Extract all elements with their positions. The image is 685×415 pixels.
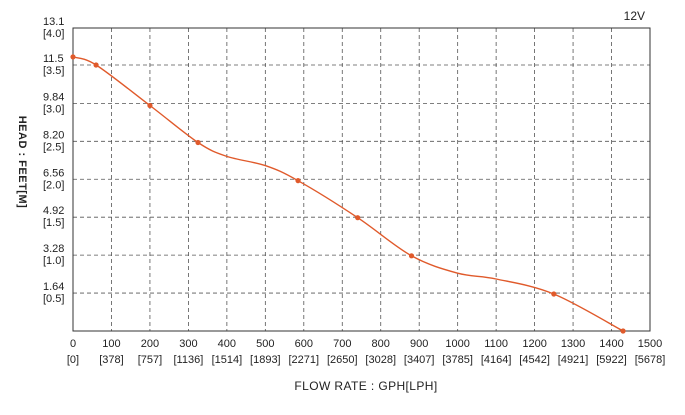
y-tick-sublabel: [2.5] xyxy=(43,141,64,153)
x-tick-label: 1200 xyxy=(522,338,546,350)
x-tick-sublabel: [757] xyxy=(138,354,162,366)
y-tick-label: 11.5 xyxy=(43,53,64,65)
x-tick-label: 1400 xyxy=(599,338,623,350)
x-tick-sublabel: [5678] xyxy=(635,354,666,366)
x-tick-sublabel: [3785] xyxy=(442,354,473,366)
data-point xyxy=(620,328,626,334)
y-tick-sublabel: [2.0] xyxy=(43,179,64,191)
data-point xyxy=(93,62,99,68)
plot-frame xyxy=(72,27,651,332)
x-tick-sublabel: [3407] xyxy=(404,354,435,366)
x-tick-label: 100 xyxy=(102,338,120,350)
x-tick-label: 400 xyxy=(218,338,236,350)
x-tick-sublabel: [3028] xyxy=(365,354,396,366)
y-tick-label: 9.84 xyxy=(43,91,64,103)
y-tick-label: 13.1 xyxy=(43,16,64,28)
y-axis-label: HEAD : FEET[M] xyxy=(16,116,28,209)
data-point xyxy=(70,54,76,60)
x-tick-label: 0 xyxy=(70,338,76,350)
x-tick-sublabel: [1136] xyxy=(174,354,204,366)
x-tick-label: 600 xyxy=(295,338,313,350)
x-tick-label: 900 xyxy=(410,338,428,350)
series-line xyxy=(72,56,624,332)
y-tick-sublabel: [4.0] xyxy=(43,28,64,40)
y-tick-sublabel: [1.0] xyxy=(43,255,64,267)
y-tick-sublabel: [3.0] xyxy=(43,103,64,115)
data-point xyxy=(355,215,361,221)
x-axis-ticks: 0 [0] 100 [378] 200 [757] 300 [1136] 400 [1514] 50… xyxy=(67,338,665,366)
variant-label: 12V xyxy=(624,9,645,23)
data-point xyxy=(551,291,557,297)
x-tick-label: 1100 xyxy=(484,338,508,350)
y-tick-sublabel: [0.5] xyxy=(43,293,64,305)
y-tick-sublabel: [3.5] xyxy=(43,65,64,77)
x-tick-sublabel: [4164] xyxy=(481,354,512,366)
x-tick-label: 1500 xyxy=(638,338,662,350)
x-tick-sublabel: [0] xyxy=(67,354,79,366)
x-tick-label: 1000 xyxy=(445,338,469,350)
y-tick-label: 8.20 xyxy=(43,129,64,141)
grid-lines xyxy=(73,28,650,331)
x-tick-sublabel: [5922] xyxy=(596,354,627,366)
x-tick-sublabel: [1514] xyxy=(212,354,243,366)
data-point xyxy=(408,253,415,259)
x-tick-label: 1300 xyxy=(561,338,585,350)
data-points xyxy=(70,54,626,334)
x-tick-sublabel: [4921] xyxy=(558,354,589,366)
data-point xyxy=(147,102,153,109)
y-tick-label: 1.64 xyxy=(43,281,64,293)
x-tick-sublabel: [1893] xyxy=(250,354,281,366)
x-axis-label: FLOW RATE : GPH[LPH] xyxy=(294,379,437,393)
y-tick-label: 6.56 xyxy=(43,167,64,179)
y-tick-label: 4.92 xyxy=(43,205,64,217)
y-axis-ticks: 13.1[4.0] 11.5[3.5] 9.84[3.0] 8.20[2.5] 6.56… xyxy=(43,16,64,305)
x-tick-sublabel: [2650] xyxy=(327,354,358,366)
y-tick-label: 3.28 xyxy=(43,243,64,255)
x-tick-label: 700 xyxy=(333,338,351,350)
data-point xyxy=(195,139,201,146)
x-tick-label: 500 xyxy=(256,338,274,350)
x-tick-label: 200 xyxy=(141,338,159,350)
x-tick-sublabel: [2271] xyxy=(289,354,320,366)
x-tick-sublabel: [4542] xyxy=(519,354,550,366)
y-tick-sublabel: [1.5] xyxy=(43,217,64,229)
x-tick-sublabel: [378] xyxy=(99,354,123,366)
x-tick-label: 300 xyxy=(179,338,197,350)
x-tick-label: 800 xyxy=(372,338,390,350)
data-point xyxy=(295,178,301,184)
